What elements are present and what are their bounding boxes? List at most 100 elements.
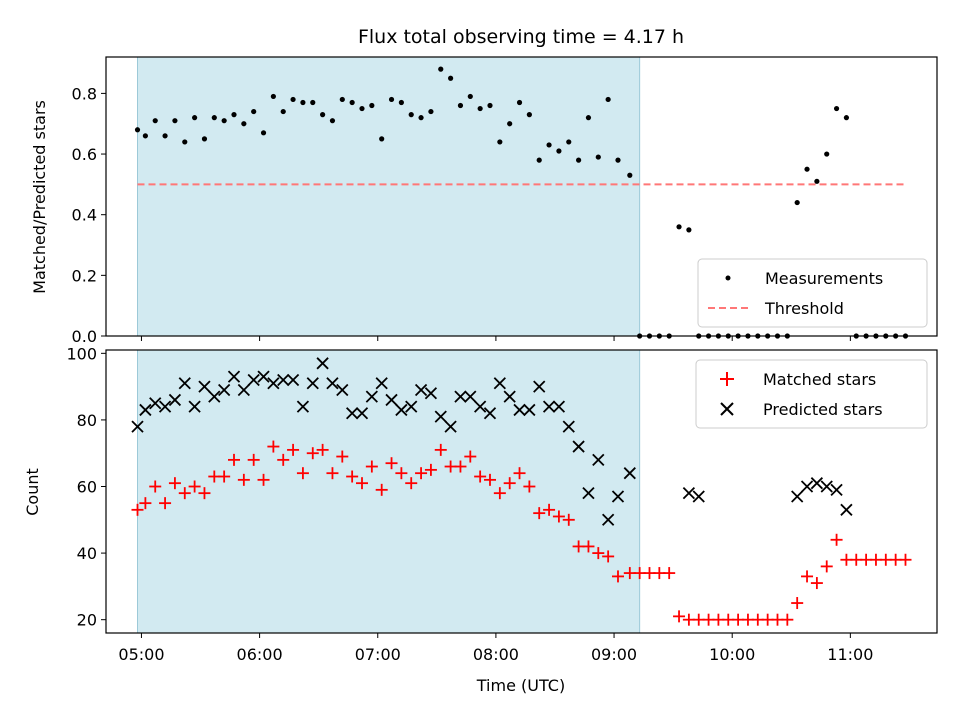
measurement-point xyxy=(566,139,572,145)
predicted-point xyxy=(582,487,595,500)
matched-point xyxy=(346,470,359,483)
matched-point xyxy=(562,513,575,526)
predicted-point xyxy=(316,357,329,370)
matched-point xyxy=(543,503,556,516)
matched-point xyxy=(611,570,624,583)
measurement-point xyxy=(201,136,208,142)
top-ytick-label-3: 0.6 xyxy=(72,145,97,164)
matched-point xyxy=(434,443,447,456)
matched-point xyxy=(602,550,615,563)
matched-point xyxy=(218,470,231,483)
measurement-point xyxy=(359,105,365,112)
predicted-point xyxy=(513,403,526,417)
predicted-point xyxy=(414,383,428,397)
top-ytick-label-2: 0.4 xyxy=(72,206,97,225)
measurement-point xyxy=(546,142,552,148)
top-y-axis-label: Matched/Predicted stars xyxy=(30,100,49,294)
legend-matched-marker xyxy=(720,372,734,386)
measurement-point xyxy=(605,96,611,103)
measurement-point xyxy=(280,108,286,115)
matched-point xyxy=(257,473,270,486)
matched-point xyxy=(178,487,191,500)
matched-point xyxy=(899,553,912,566)
measurement-point xyxy=(448,75,454,81)
measurement-point xyxy=(251,108,257,115)
measurement-point xyxy=(457,102,464,109)
top-observing-span xyxy=(137,56,641,337)
measurement-point xyxy=(507,121,513,127)
xtick-label-4: 09:00 xyxy=(591,645,637,664)
measurement-point xyxy=(428,108,434,115)
matched-point xyxy=(810,577,823,590)
matched-point xyxy=(365,460,378,473)
predicted-point xyxy=(434,410,447,423)
predicted-point xyxy=(277,373,290,387)
measurement-point xyxy=(221,118,227,124)
matched-point xyxy=(483,473,496,486)
matched-point xyxy=(552,510,565,523)
measurement-point xyxy=(576,157,582,163)
measurement-point xyxy=(329,118,336,124)
measurement-point xyxy=(467,93,473,100)
predicted-point xyxy=(168,393,182,407)
matched-point xyxy=(791,597,804,610)
matched-point xyxy=(149,480,162,493)
predicted-point xyxy=(454,390,467,403)
top-panel-frame xyxy=(105,56,938,337)
predicted-point xyxy=(237,383,250,397)
predicted-point xyxy=(149,397,162,410)
bottom-x-ticks: 05:00 06:00 07:00 08:00 09:00 10:00 11:00 xyxy=(118,633,873,664)
bottom-ytick-label-2: 60 xyxy=(77,478,97,497)
measurement-point xyxy=(843,115,850,121)
measurement-point xyxy=(388,96,395,103)
predicted-point xyxy=(257,370,270,383)
measurement-point xyxy=(556,148,562,154)
measurement-point xyxy=(585,115,592,121)
predicted-point xyxy=(810,477,824,490)
predicted-point xyxy=(503,390,516,403)
predicted-point xyxy=(267,377,280,390)
matched-point xyxy=(395,467,408,480)
measurement-point xyxy=(290,96,296,103)
matched-point xyxy=(287,443,300,456)
matched-point xyxy=(159,497,172,510)
matched-point xyxy=(513,467,526,480)
measurement-point xyxy=(627,172,633,178)
predicted-point xyxy=(830,483,843,496)
measurement-point xyxy=(349,99,355,106)
x-axis-label: Time (UTC) xyxy=(476,676,565,695)
bottom-observing-span xyxy=(137,349,641,634)
predicted-point xyxy=(326,377,339,390)
measurement-point xyxy=(595,154,601,160)
predicted-point xyxy=(355,407,369,420)
xtick-label-2: 07:00 xyxy=(355,645,401,664)
measurement-point xyxy=(339,96,345,103)
bottom-ytick-label-3: 80 xyxy=(77,411,97,430)
measurement-point xyxy=(408,112,414,118)
predicted-point xyxy=(208,390,221,403)
measurement-point xyxy=(418,115,424,121)
top-legend-box xyxy=(697,258,928,328)
measurement-point xyxy=(182,139,188,145)
matched-point xyxy=(375,483,388,496)
predicted-point xyxy=(188,400,201,413)
legend-predicted-label: Predicted stars xyxy=(763,400,883,419)
predicted-point xyxy=(542,400,556,413)
predicted-point xyxy=(820,480,833,493)
xtick-label-3: 08:00 xyxy=(473,645,519,664)
measurement-point xyxy=(162,133,168,139)
predicted-point xyxy=(346,407,359,420)
matched-point xyxy=(415,467,428,480)
matched-point xyxy=(523,480,536,493)
matched-point xyxy=(296,467,309,480)
measurement-point xyxy=(833,105,840,112)
predicted-point xyxy=(523,403,536,417)
matched-point xyxy=(336,450,349,463)
bottom-panel: 20 40 60 80 100 05:00 06:00 07:00 08:00 09:00 10:… xyxy=(23,344,938,695)
measurement-point xyxy=(172,118,178,124)
legend-predicted-marker xyxy=(720,402,734,416)
matched-point xyxy=(385,457,398,470)
measurement-point xyxy=(231,112,237,118)
legend-matched-label: Matched stars xyxy=(763,370,876,389)
measurement-point xyxy=(536,157,542,163)
